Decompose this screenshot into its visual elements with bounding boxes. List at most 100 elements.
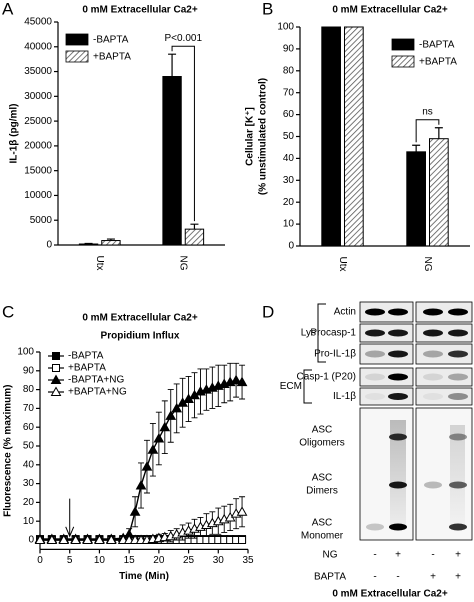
series-line: [40, 379, 243, 540]
condition-sign: +: [455, 572, 461, 583]
x-tick-label: 5: [67, 555, 73, 566]
x-tick-label: 30: [213, 555, 225, 566]
y-tick-label: 15000: [24, 165, 52, 176]
legend-label: -BAPTA: [68, 351, 104, 362]
y-tick-label: 50: [23, 441, 35, 452]
data-point: [236, 506, 248, 516]
y-tick-label: 20000: [24, 141, 52, 152]
blot-band: [365, 329, 385, 337]
asc-smear: [450, 425, 465, 525]
data-point: [165, 410, 177, 420]
group-bracket: [317, 303, 326, 363]
data-point: [82, 534, 93, 544]
blot-band: [448, 350, 468, 358]
y-tick-label: 100: [277, 22, 294, 33]
y-tick-label: 0: [288, 241, 294, 252]
blot-band: [365, 350, 385, 358]
chart-title: 0 mM Extracellular Ca2+: [332, 5, 447, 16]
y-tick-label: 45000: [24, 17, 52, 28]
data-point: [70, 534, 82, 544]
condition-sign: -: [373, 550, 376, 561]
y-tick-label: 25000: [24, 116, 52, 127]
data-point: [153, 432, 165, 443]
blot-row-label: Actin: [334, 307, 356, 318]
legend-swatch: [391, 55, 415, 68]
blot-band: [388, 393, 408, 400]
blot-strip: [415, 323, 473, 343]
blot-row-label: Pro-IL-1β: [314, 349, 356, 360]
y-tick-label: 20: [23, 497, 35, 508]
y-tick-label: 0: [28, 535, 34, 546]
y-tick-label: 30: [283, 175, 295, 186]
blot-strip: [359, 367, 414, 387]
data-point: [105, 534, 117, 544]
condition-label: NG: [323, 550, 338, 561]
x-tick-label: NG: [422, 257, 433, 272]
data-point: [34, 534, 46, 544]
blot-band: [389, 433, 407, 441]
bar: [184, 228, 205, 246]
y-tick-label: 80: [23, 384, 35, 395]
blot-band: [424, 481, 442, 489]
panel-label: D: [262, 302, 274, 321]
x-axis-label: Time (Min): [119, 571, 169, 582]
blot-strip: [359, 301, 414, 323]
asc-label: Oligomers: [299, 438, 345, 449]
x-tick-label: 10: [94, 555, 106, 566]
error-bar: [434, 127, 443, 139]
legend-swatch: [65, 33, 89, 46]
x-tick-label: Utx: [94, 256, 105, 271]
blot-caption: 0 mM Extracellular Ca2+: [332, 589, 447, 600]
y-tick-label: 90: [23, 365, 35, 376]
bar: [321, 26, 341, 247]
legend-marker: [52, 364, 60, 372]
condition-sign: +: [455, 550, 461, 561]
data-point: [129, 506, 141, 516]
error-bar: [412, 144, 421, 152]
legend-marker: [50, 386, 62, 396]
x-tick-label: 15: [124, 555, 136, 566]
blot-band: [423, 350, 443, 358]
blot-band: [423, 373, 443, 381]
y-tick-label: 60: [23, 422, 35, 433]
blot-band: [449, 523, 467, 531]
y-tick-label: 60: [283, 109, 295, 120]
y-axis-label: Fluorescence (% maximum): [3, 385, 14, 517]
condition-label: BAPTA: [314, 572, 346, 583]
asc-label: Monomer: [301, 531, 344, 542]
blot-band: [388, 308, 408, 316]
data-point: [141, 461, 153, 471]
blot-strip: [415, 367, 473, 387]
blot-band: [448, 393, 468, 400]
bar: [162, 76, 182, 246]
blot-band: [423, 393, 443, 400]
x-tick-label: 20: [153, 555, 165, 566]
y-tick-label: 20: [283, 197, 295, 208]
panel-label: B: [262, 0, 273, 18]
x-tick-label: 25: [183, 555, 195, 566]
blot-band: [389, 481, 407, 489]
asc-smear: [390, 420, 406, 530]
condition-sign: -: [373, 572, 376, 583]
blot-band: [365, 393, 385, 400]
legend-label: +BAPTA+NG: [68, 387, 127, 398]
blot-band: [423, 329, 443, 337]
group-label: Lys: [301, 328, 316, 339]
error-bar: [190, 223, 199, 230]
blot-row-label: Procasp-1: [310, 328, 356, 339]
group-label: ECM: [280, 381, 302, 392]
x-tick-label: NG: [178, 256, 189, 271]
legend-marker: [50, 374, 62, 384]
blot-strip: [359, 387, 414, 406]
legend-label: +BAPTA: [93, 52, 131, 63]
error-bar: [168, 53, 177, 77]
y-tick-label: 100: [17, 347, 34, 358]
chart-subtitle: Propidium Influx: [101, 331, 180, 342]
blot-band: [389, 523, 407, 531]
y-tick-label: 40000: [24, 41, 52, 52]
bar: [429, 138, 449, 247]
y-axis-label: (% unstimulated control): [258, 78, 269, 195]
blot-band: [388, 329, 408, 337]
y-tick-label: 80: [283, 65, 295, 76]
y-tick-label: 10: [283, 219, 295, 230]
